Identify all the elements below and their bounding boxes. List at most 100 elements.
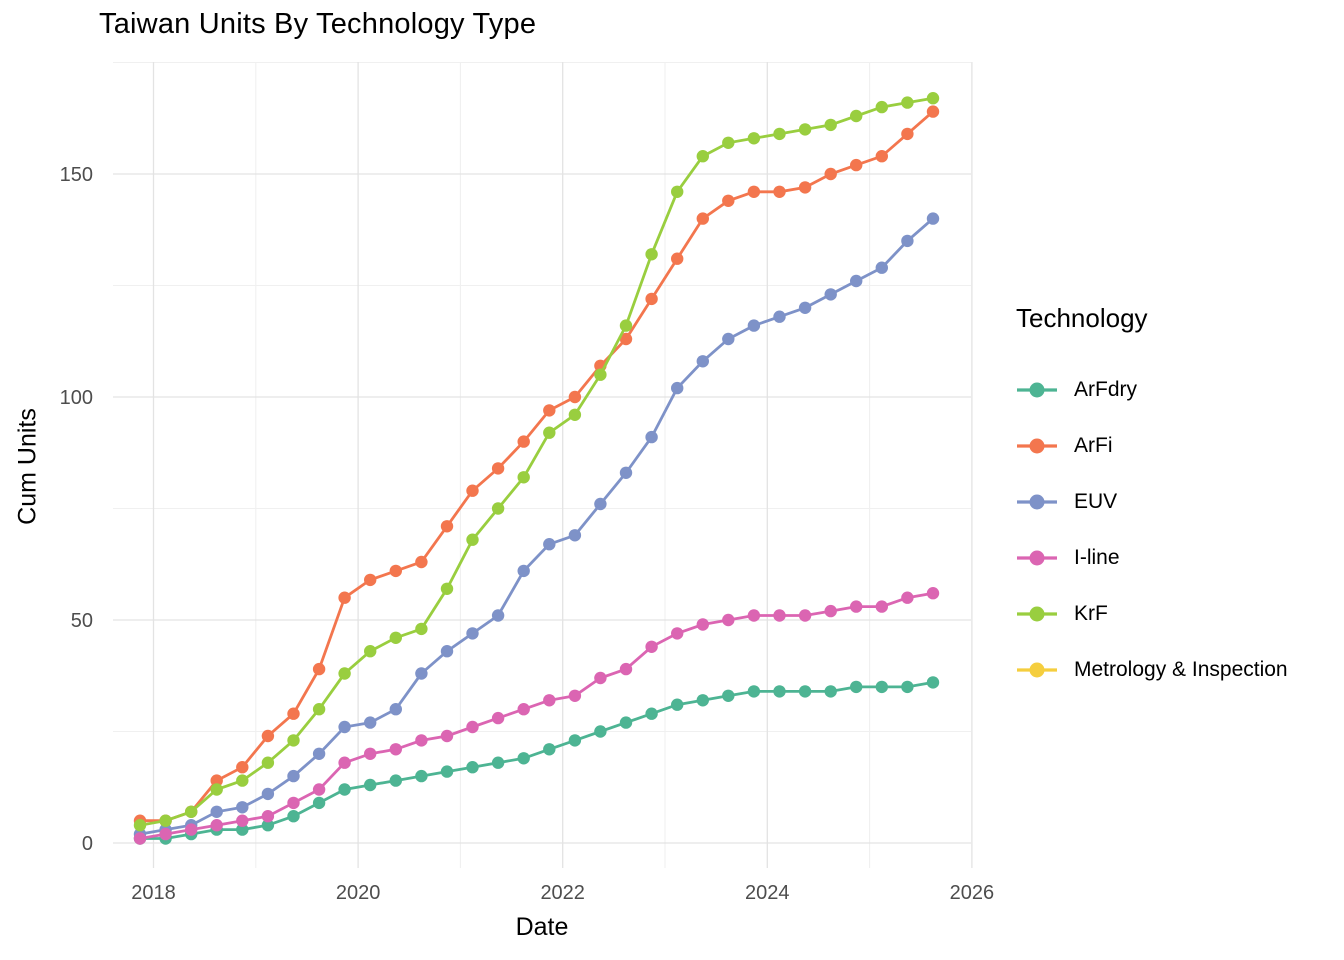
data-point-krf <box>440 582 454 595</box>
data-point-i-line <box>210 819 223 832</box>
data-point-arfi <box>491 462 505 475</box>
data-point-arfdry <box>312 796 326 810</box>
data-point-krf <box>338 667 351 680</box>
legend-key-icon <box>1017 382 1057 398</box>
data-point-krf <box>133 819 147 832</box>
y-tick-label: 0 <box>82 833 93 855</box>
data-point-i-line <box>517 703 530 716</box>
data-point-i-line <box>543 694 556 707</box>
data-point-arfdry <box>824 685 837 698</box>
data-point-arfdry <box>798 685 812 698</box>
data-point-krf <box>645 248 658 261</box>
data-point-i-line <box>466 720 479 734</box>
data-point-euv <box>875 261 888 274</box>
tick-labels: 0 50 100 150 2018 2020 2022 2024 2026 <box>60 164 995 904</box>
x-axis-title: Date <box>515 913 569 941</box>
data-point-arfi <box>543 404 556 417</box>
legend-key-icon <box>1017 606 1057 622</box>
data-point-arfi <box>619 332 633 346</box>
data-point-arfdry <box>415 769 428 783</box>
y-tick-label: 50 <box>71 610 93 632</box>
data-point-arfdry <box>287 810 300 823</box>
data-point-i-line <box>850 600 863 613</box>
data-point-euv <box>491 609 505 622</box>
data-point-i-line <box>312 783 326 796</box>
data-point-arfdry <box>747 685 761 698</box>
legend-item-krf: KrF <box>1016 586 1288 642</box>
data-point-i-line <box>901 591 914 604</box>
legend-label-arfdry: ArFdry <box>1074 378 1137 401</box>
data-point-i-line <box>722 613 735 627</box>
data-point-arfi <box>747 185 761 198</box>
x-tick-label: 2020 <box>336 882 381 904</box>
legend-item-euv: EUV <box>1016 474 1288 530</box>
data-point-arfi <box>773 185 786 198</box>
data-point-arfi <box>671 252 684 265</box>
data-point-arfdry <box>543 743 556 756</box>
data-point-arfi <box>236 761 249 774</box>
data-point-krf <box>415 622 428 636</box>
data-point-euv <box>798 301 812 314</box>
data-point-euv <box>287 769 300 783</box>
data-point-arfdry <box>517 752 530 765</box>
data-point-krf <box>466 533 479 546</box>
data-point-krf <box>261 756 275 769</box>
data-point-arfdry <box>594 725 607 738</box>
data-point-krf <box>210 783 223 796</box>
data-point-krf <box>159 814 172 827</box>
data-point-euv <box>440 645 454 658</box>
data-point-euv <box>722 332 735 346</box>
data-point-arfi <box>364 573 377 587</box>
legend-label-i-line: I-line <box>1074 546 1120 569</box>
data-point-i-line <box>824 604 837 618</box>
data-point-krf <box>798 123 812 136</box>
data-point-euv <box>236 801 249 814</box>
data-point-i-line <box>568 689 582 702</box>
data-point-arfdry <box>338 783 351 796</box>
data-point-krf <box>850 109 863 123</box>
y-axis-title: Cum Units <box>13 408 42 525</box>
data-point-arfdry <box>773 685 786 698</box>
data-point-i-line <box>696 618 709 631</box>
data-point-euv <box>389 703 402 716</box>
data-point-euv <box>926 212 940 225</box>
data-point-euv <box>594 497 607 511</box>
data-point-arfi <box>440 520 454 533</box>
legend-items: ArFdry ArFi EUV I-line KrF Metrology & Inspec… <box>1016 362 1288 698</box>
data-point-i-line <box>133 832 147 845</box>
data-point-arfdry <box>236 823 249 836</box>
data-point-i-line <box>338 756 351 769</box>
x-tick-label: 2018 <box>131 882 176 904</box>
series-arfdry <box>133 676 940 845</box>
data-point-arfdry <box>389 774 402 787</box>
series-euv <box>133 212 940 841</box>
data-point-arfi <box>901 127 914 141</box>
data-point-arfi <box>415 555 428 569</box>
data-point-euv <box>312 747 326 760</box>
data-point-i-line <box>594 671 607 685</box>
legend-title: Technology <box>1016 303 1148 333</box>
data-point-euv <box>261 787 275 801</box>
data-point-arfdry <box>926 676 940 689</box>
data-point-i-line <box>261 810 275 823</box>
data-point-arfdry <box>491 756 505 769</box>
series-krf <box>133 92 940 832</box>
data-point-krf <box>312 703 326 716</box>
data-point-euv <box>850 274 863 288</box>
data-point-arfi <box>696 212 709 225</box>
data-point-arfi <box>875 150 888 163</box>
data-point-euv <box>696 355 709 368</box>
legend-key-icon <box>1017 438 1057 454</box>
data-point-arfdry <box>619 716 633 729</box>
data-point-arfi <box>466 484 479 497</box>
data-point-arfdry <box>696 694 709 707</box>
gridlines <box>113 61 973 868</box>
data-point-arfdry <box>901 680 914 694</box>
data-point-euv <box>773 310 786 323</box>
y-tick-label: 150 <box>60 164 93 186</box>
data-point-arfi <box>568 390 582 404</box>
data-point-i-line <box>875 600 888 613</box>
data-point-i-line <box>415 734 428 747</box>
chart-title: Taiwan Units By Technology Type <box>99 8 537 40</box>
